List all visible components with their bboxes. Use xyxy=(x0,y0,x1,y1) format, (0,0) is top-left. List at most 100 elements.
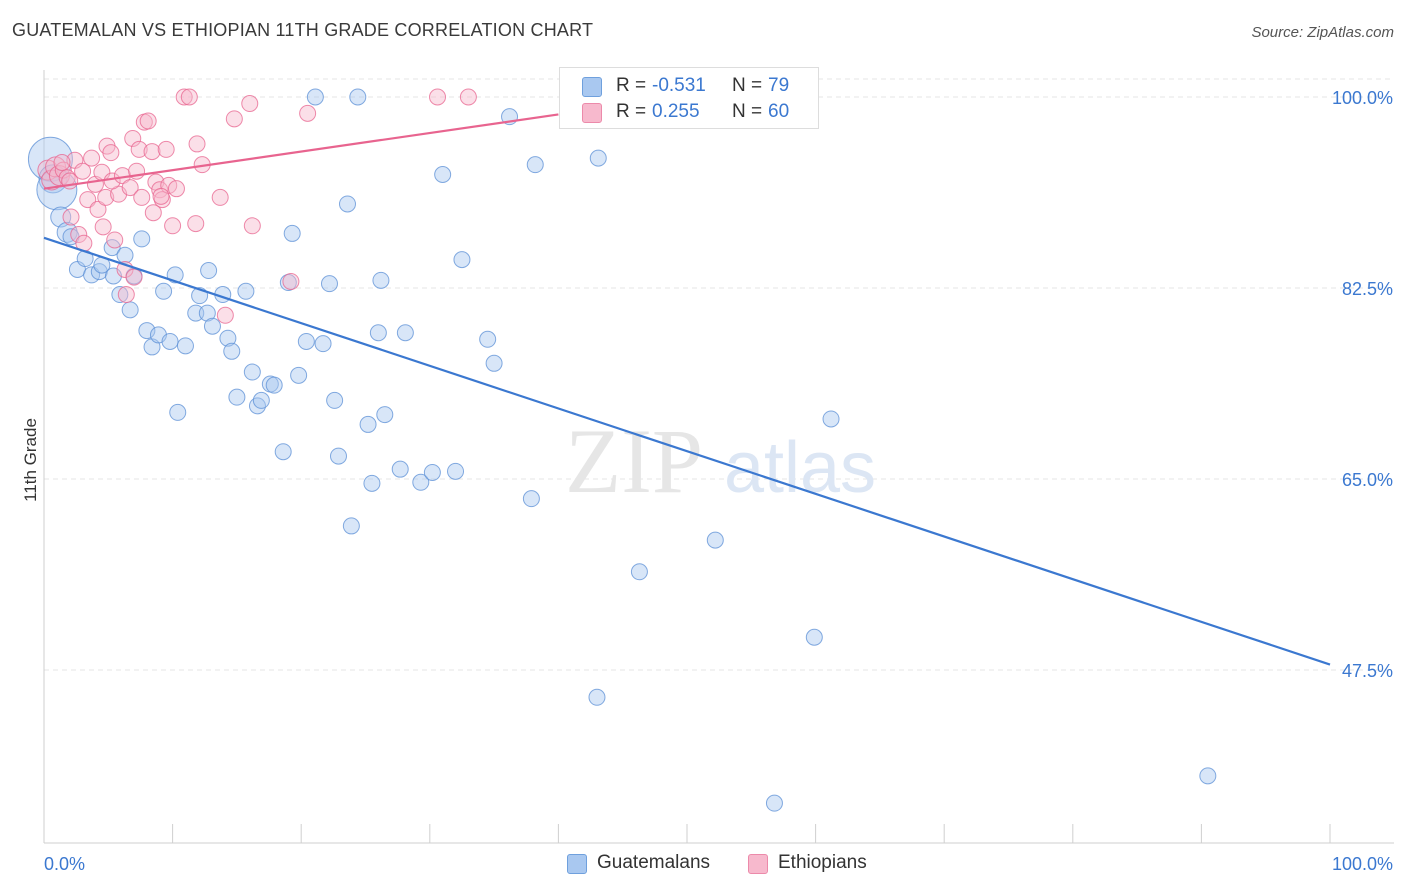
ethiopian-point xyxy=(121,179,139,197)
guatemalan-point xyxy=(326,391,344,409)
data-points xyxy=(27,88,1217,812)
guatemalan-point xyxy=(223,342,241,360)
guatemalan-point xyxy=(369,324,387,342)
legend-swatch-pink xyxy=(582,103,602,123)
guatemalan-trend-line xyxy=(43,236,1331,666)
legend-n-label: N = xyxy=(732,101,763,122)
ethiopian-point xyxy=(79,191,97,209)
ethiopian-point xyxy=(125,268,143,286)
legend-r-value: -0.531 xyxy=(652,75,706,96)
ethiopian-point xyxy=(97,188,115,206)
guatemalan-point xyxy=(453,251,471,269)
ethiopian-point xyxy=(102,144,120,162)
guatemalan-point xyxy=(1199,767,1217,785)
watermark-zip: ZIP xyxy=(565,410,703,512)
guatemalan-point xyxy=(187,304,205,322)
guatemalan-point xyxy=(314,335,332,353)
y-axis-label: 11th Grade xyxy=(21,418,40,502)
guatemalan-point xyxy=(805,628,823,646)
guatemalan-point xyxy=(589,149,607,167)
guatemalan-point xyxy=(228,388,246,406)
guatemalan-point xyxy=(342,517,360,535)
ethiopian-point xyxy=(175,88,193,106)
guatemalan-point xyxy=(320,275,338,293)
x-tick-label-min: 0.0% xyxy=(44,854,85,874)
guatemalan-point xyxy=(479,330,497,348)
ethiopian-point xyxy=(130,140,148,158)
guatemalan-point xyxy=(274,443,292,461)
ethiopians-label: Ethiopians xyxy=(778,852,867,873)
legend-n-value: 79 xyxy=(768,75,790,96)
ethiopian-point xyxy=(459,88,477,106)
y-tick-label: 65.0% xyxy=(1342,470,1393,490)
guatemalan-point xyxy=(349,88,367,106)
legend-r-label: R = xyxy=(616,75,647,96)
guatemalan-point xyxy=(822,410,840,428)
guatemalan-point xyxy=(219,329,237,347)
series-ethiopians xyxy=(37,88,477,324)
ethiopian-point xyxy=(241,95,259,113)
ethiopian-point xyxy=(164,217,182,235)
tick-labels: 100.0% 82.5% 65.0% 47.5% 0.0% 100.0% xyxy=(44,88,1393,874)
legend-n-value: 60 xyxy=(768,101,790,122)
guatemalan-point xyxy=(526,156,544,174)
source-label: Source: ZipAtlas.com xyxy=(1251,24,1394,41)
guatemalan-point xyxy=(372,271,390,289)
guatemalan-point xyxy=(412,473,430,491)
guatemalan-point xyxy=(116,246,134,264)
guatemalan-point xyxy=(203,317,221,335)
guatemalan-point xyxy=(121,301,139,319)
ethiopian-point xyxy=(70,226,88,244)
trend-lines xyxy=(43,113,1331,666)
legend-r-label: R = xyxy=(616,101,647,122)
guatemalan-point xyxy=(329,447,347,465)
ethiopians-swatch xyxy=(748,854,768,874)
guatemalan-point xyxy=(169,403,187,421)
guatemalan-point xyxy=(485,354,503,372)
chart-title: GUATEMALAN VS ETHIOPIAN 11TH GRADE CORRE… xyxy=(12,20,594,40)
guatemalan-point xyxy=(290,366,308,384)
ethiopian-point xyxy=(429,88,447,106)
ethiopian-trend-line xyxy=(43,113,559,190)
ethiopian-point xyxy=(225,110,243,128)
ethiopian-point xyxy=(188,135,206,153)
ethiopian-point xyxy=(243,217,261,235)
ethiopian-point xyxy=(62,208,80,226)
ethiopian-point xyxy=(94,218,112,236)
guatemalan-point xyxy=(306,88,324,106)
guatemalan-point xyxy=(765,794,783,812)
ethiopian-point xyxy=(143,143,161,161)
watermark-atlas: atlas xyxy=(724,428,876,508)
guatemalan-point xyxy=(155,282,173,300)
guatemalan-point xyxy=(237,282,255,300)
guatemalan-point xyxy=(176,337,194,355)
guatemalan-point xyxy=(396,324,414,342)
guatemalan-point xyxy=(111,286,129,304)
guatemalan-point xyxy=(423,463,441,481)
y-tick-label: 82.5% xyxy=(1342,279,1393,299)
ethiopian-point xyxy=(106,231,124,249)
guatemalan-point xyxy=(200,262,218,280)
ethiopian-point xyxy=(282,272,300,290)
ethiopian-point xyxy=(167,180,185,198)
guatemalan-point xyxy=(588,688,606,706)
ethiopian-point xyxy=(157,140,175,158)
guatemalan-point xyxy=(434,165,452,183)
guatemalan-point xyxy=(391,460,409,478)
guatemalan-point xyxy=(252,391,270,409)
guatemalan-point xyxy=(198,304,216,322)
guatemalans-swatch xyxy=(567,854,587,874)
correlation-legend: R = -0.531 N = 79 R = 0.255 N = 60 xyxy=(559,67,819,129)
guatemalan-point xyxy=(243,363,261,381)
guatemalan-point xyxy=(630,563,648,581)
guatemalan-point xyxy=(297,332,315,350)
x-tick-label-max: 100.0% xyxy=(1332,854,1393,874)
axes xyxy=(43,70,1394,844)
ethiopian-point xyxy=(299,104,317,122)
ethiopian-point xyxy=(152,187,170,205)
guatemalan-point xyxy=(376,406,394,424)
y-tick-label: 100.0% xyxy=(1332,88,1393,108)
ethiopian-point xyxy=(211,188,229,206)
guatemalan-point xyxy=(338,195,356,213)
